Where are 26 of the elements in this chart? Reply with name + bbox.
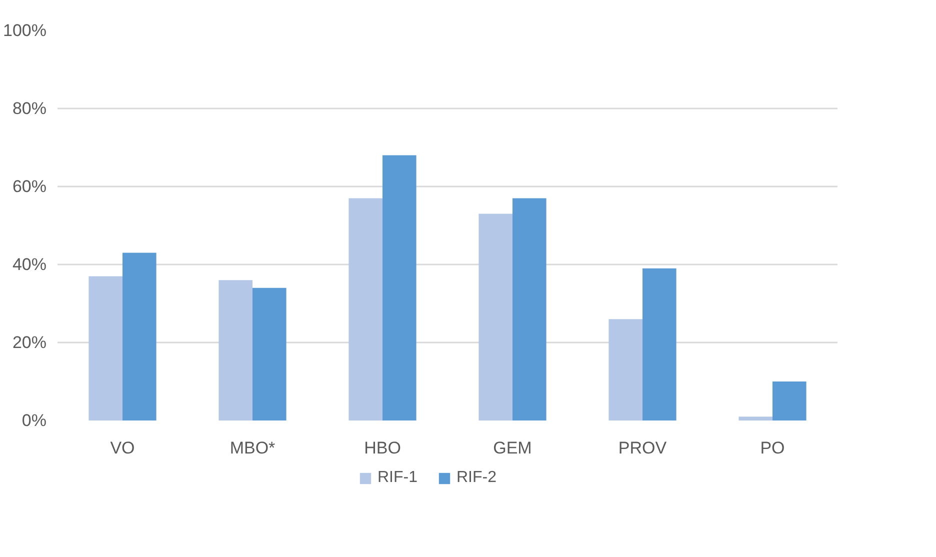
bar: [608, 319, 642, 420]
bar: [122, 252, 156, 420]
y-tick-label: 100%: [3, 21, 47, 40]
bar: [252, 288, 286, 420]
legend-label: RIF-1: [377, 469, 418, 487]
x-tick-label: PROV: [618, 438, 668, 458]
x-tick-label: VO: [110, 438, 135, 458]
y-tick-label: 80%: [12, 99, 47, 118]
x-tick-label: MBO*: [230, 438, 276, 458]
bar: [348, 198, 382, 420]
bar: [88, 276, 122, 420]
legend-label: RIF-2: [456, 469, 496, 487]
x-tick-label: HBO: [364, 438, 401, 458]
bar: [772, 382, 806, 420]
x-tick-label: PO: [760, 438, 785, 458]
bar: [382, 155, 416, 420]
x-tick-label: GEM: [493, 438, 532, 458]
bar: [642, 268, 676, 420]
bar: [478, 214, 512, 420]
y-tick-label: 0%: [22, 411, 47, 430]
y-tick-label: 20%: [12, 333, 47, 352]
bar: [512, 198, 546, 420]
bar: [218, 280, 252, 420]
y-tick-label: 40%: [12, 255, 47, 274]
bar: [738, 416, 772, 420]
y-tick-label: 60%: [12, 177, 47, 196]
